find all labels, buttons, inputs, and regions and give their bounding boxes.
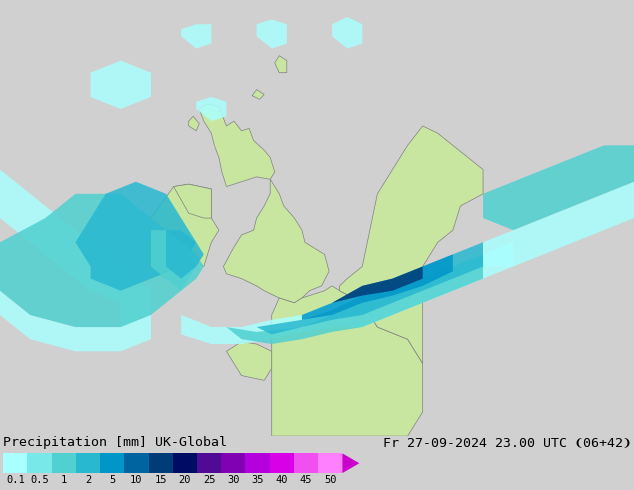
Polygon shape <box>272 286 423 436</box>
Polygon shape <box>91 61 151 109</box>
Bar <box>27 453 51 473</box>
Text: 25: 25 <box>203 475 216 485</box>
Text: 45: 45 <box>300 475 313 485</box>
Text: 20: 20 <box>179 475 191 485</box>
Text: 2: 2 <box>85 475 91 485</box>
Polygon shape <box>0 170 151 351</box>
Bar <box>172 453 197 473</box>
Polygon shape <box>189 116 199 131</box>
Polygon shape <box>166 230 204 279</box>
Text: Fr 27-09-2024 23.00 UTC ❨06+42❩: Fr 27-09-2024 23.00 UTC ❨06+42❩ <box>383 437 631 449</box>
Text: 40: 40 <box>276 475 288 485</box>
Polygon shape <box>257 20 287 49</box>
Bar <box>51 453 76 473</box>
Text: 15: 15 <box>155 475 167 485</box>
Polygon shape <box>302 254 453 320</box>
Polygon shape <box>0 194 197 327</box>
Bar <box>76 453 100 473</box>
Polygon shape <box>143 184 219 279</box>
Text: 0.5: 0.5 <box>30 475 49 485</box>
Bar <box>197 453 221 473</box>
Text: 10: 10 <box>130 475 143 485</box>
Polygon shape <box>275 56 287 73</box>
Polygon shape <box>174 184 211 218</box>
Bar <box>124 453 148 473</box>
Polygon shape <box>199 104 275 187</box>
Bar <box>3 453 27 473</box>
Polygon shape <box>75 182 197 291</box>
Text: 35: 35 <box>251 475 264 485</box>
Text: 0.1: 0.1 <box>6 475 25 485</box>
Polygon shape <box>197 97 226 121</box>
Polygon shape <box>342 453 359 473</box>
Polygon shape <box>252 90 264 99</box>
Bar <box>269 453 294 473</box>
Text: 5: 5 <box>109 475 115 485</box>
Polygon shape <box>181 24 211 49</box>
Polygon shape <box>483 182 634 267</box>
Text: 30: 30 <box>227 475 240 485</box>
Bar <box>318 453 342 473</box>
Polygon shape <box>483 146 634 230</box>
Polygon shape <box>332 267 423 303</box>
Bar <box>100 453 124 473</box>
Text: Precipitation [mm] UK-Global: Precipitation [mm] UK-Global <box>3 437 227 449</box>
Text: 50: 50 <box>324 475 337 485</box>
Bar <box>148 453 172 473</box>
Polygon shape <box>181 242 514 344</box>
Bar <box>245 453 269 473</box>
Polygon shape <box>151 230 204 291</box>
Polygon shape <box>226 254 483 344</box>
Polygon shape <box>226 342 272 380</box>
Polygon shape <box>223 179 329 303</box>
Bar <box>294 453 318 473</box>
Polygon shape <box>340 126 483 364</box>
Polygon shape <box>332 17 362 49</box>
Text: 1: 1 <box>61 475 67 485</box>
Polygon shape <box>257 242 483 334</box>
Bar <box>221 453 245 473</box>
